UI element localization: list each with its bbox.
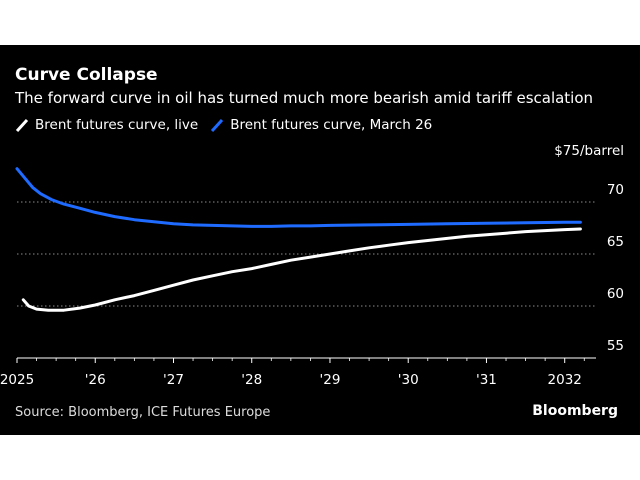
x-tick-label: '31 xyxy=(476,372,497,388)
y-tick-label: 70 xyxy=(607,182,624,198)
x-tick-label: '26 xyxy=(85,372,106,388)
x-tick-label: '28 xyxy=(241,372,262,388)
chart-legend: Brent futures curve, live Brent futures … xyxy=(15,117,438,133)
x-tick-label: '29 xyxy=(320,372,341,388)
x-tick-label: 2032 xyxy=(548,372,582,388)
source-note: Source: Bloomberg, ICE Futures Europe xyxy=(15,405,271,420)
chart-card: Curve Collapse The forward curve in oil … xyxy=(0,45,640,435)
x-tick-label: '27 xyxy=(163,372,184,388)
brand-logo: Bloomberg xyxy=(532,403,618,419)
y-tick-label: $75/barrel xyxy=(554,143,624,159)
series-line-live xyxy=(21,227,582,312)
legend-item-live: Brent futures curve, live xyxy=(15,117,198,133)
x-tick-label: 2025 xyxy=(0,372,34,388)
x-tick-label: '30 xyxy=(398,372,419,388)
y-tick-label: 60 xyxy=(607,286,624,302)
legend-swatch-march xyxy=(211,118,224,132)
series-line-march-26 xyxy=(15,167,582,228)
y-tick-label: 65 xyxy=(607,234,624,250)
line-chart: $75/barrel 70 65 60 55 2025 '26 '27 '28 '29 '30 '31… xyxy=(0,143,624,388)
legend-item-march: Brent futures curve, March 26 xyxy=(210,117,432,133)
legend-label-march: Brent futures curve, March 26 xyxy=(230,117,433,133)
chart-subtitle: The forward curve in oil has turned much… xyxy=(15,89,594,107)
legend-label-live: Brent futures curve, live xyxy=(35,117,199,133)
chart-title: Curve Collapse xyxy=(15,65,158,85)
legend-swatch-live xyxy=(15,118,29,132)
y-tick-label: 55 xyxy=(607,338,624,354)
